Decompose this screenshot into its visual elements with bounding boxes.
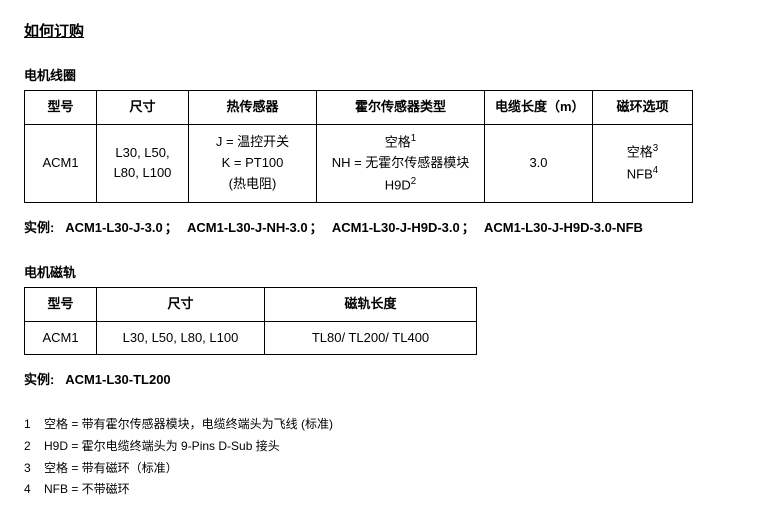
col-model: 型号	[25, 91, 97, 125]
example-item: ACM1-L30-J-NH-3.0	[187, 220, 308, 235]
col-track-length: 磁轨长度	[265, 287, 477, 321]
footnote-text: NFB = 不带磁环	[44, 479, 130, 501]
cell-size: L30, L50, L80, L100	[97, 124, 189, 202]
examples-label: 实例:	[24, 372, 54, 387]
footnote-number: 4	[24, 479, 44, 501]
cell-text: K = PT100	[199, 153, 306, 174]
section-motor-track: 电机磁轨 型号 尺寸 磁轨长度 ACM1 L30, L50, L80, L100…	[24, 262, 739, 389]
cell-text: 空格3	[603, 141, 682, 163]
example-item: ACM1-L30-J-H9D-3.0	[332, 220, 460, 235]
footnote-ref: 4	[653, 165, 658, 176]
cell-text: L30, L50,	[107, 143, 178, 164]
footnote-ref: 1	[411, 133, 416, 144]
footnote-item: 3 空格 = 带有磁环（标准）	[24, 458, 739, 480]
cell-text: L80, L100	[107, 163, 178, 184]
section-heading-track: 电机磁轨	[24, 262, 739, 281]
footnote-item: 4 NFB = 不带磁环	[24, 479, 739, 501]
col-model: 型号	[25, 287, 97, 321]
examples-label: 实例:	[24, 220, 54, 235]
footnote-ref: 2	[411, 176, 416, 187]
footnote-item: 2 H9D = 霍尔电缆终端头为 9-Pins D-Sub 接头	[24, 436, 739, 458]
footnote-number: 1	[24, 414, 44, 436]
separator: ；	[165, 220, 178, 235]
table-row: ACM1 L30, L50, L80, L100 TL80/ TL200/ TL…	[25, 321, 477, 355]
footnote-text: 空格 = 带有磁环（标准）	[44, 458, 178, 480]
col-ring-option: 磁环选项	[593, 91, 693, 125]
footnote-text: H9D = 霍尔电缆终端头为 9-Pins D-Sub 接头	[44, 436, 280, 458]
col-thermal: 热传感器	[189, 91, 317, 125]
cell-text: (热电阻)	[199, 174, 306, 195]
cell-thermal: J = 温控开关 K = PT100 (热电阻)	[189, 124, 317, 202]
col-size: 尺寸	[97, 287, 265, 321]
separator: ；	[462, 220, 475, 235]
cell-text-part: H9D	[385, 177, 411, 192]
col-hall: 霍尔传感器类型	[317, 91, 485, 125]
cell-hall: 空格1 NH = 无霍尔传感器模块 H9D2	[317, 124, 485, 202]
examples-list: ACM1-L30-J-3.0； ACM1-L30-J-NH-3.0； ACM1-…	[58, 220, 643, 235]
examples-track: 实例: ACM1-L30-TL200	[24, 369, 739, 388]
footnote-ref: 3	[653, 143, 658, 154]
cell-model: ACM1	[25, 321, 97, 355]
example-item: ACM1-L30-J-3.0	[65, 220, 163, 235]
col-cable-length: 电缆长度（m）	[485, 91, 593, 125]
footnote-text: 空格 = 带有霍尔传感器模块，电缆终端头为飞线 (标准)	[44, 414, 333, 436]
example-item: ACM1-L30-J-H9D-3.0-NFB	[484, 220, 643, 235]
cell-text-part: NFB	[627, 167, 653, 182]
examples-coil: 实例: ACM1-L30-J-3.0； ACM1-L30-J-NH-3.0； A…	[24, 217, 739, 236]
cell-text: NH = 无霍尔传感器模块	[327, 153, 474, 174]
cell-text: 空格1	[327, 131, 474, 153]
footnotes: 1 空格 = 带有霍尔传感器模块，电缆终端头为飞线 (标准) 2 H9D = 霍…	[24, 414, 739, 500]
motor-track-table: 型号 尺寸 磁轨长度 ACM1 L30, L50, L80, L100 TL80…	[24, 287, 477, 356]
footnote-number: 2	[24, 436, 44, 458]
cell-text: J = 温控开关	[199, 132, 306, 153]
cell-cable: 3.0	[485, 124, 593, 202]
section-heading-coil: 电机线圈	[24, 65, 739, 84]
page-title: 如何订购	[24, 20, 739, 41]
footnote-item: 1 空格 = 带有霍尔传感器模块，电缆终端头为飞线 (标准)	[24, 414, 739, 436]
col-size: 尺寸	[97, 91, 189, 125]
section-motor-coil: 电机线圈 型号 尺寸 热传感器 霍尔传感器类型 电缆长度（m） 磁环选项 ACM…	[24, 65, 739, 236]
cell-size: L30, L50, L80, L100	[97, 321, 265, 355]
cell-ring: 空格3 NFB4	[593, 124, 693, 202]
footnote-number: 3	[24, 458, 44, 480]
cell-length: TL80/ TL200/ TL400	[265, 321, 477, 355]
table-row: ACM1 L30, L50, L80, L100 J = 温控开关 K = PT…	[25, 124, 693, 202]
cell-text: H9D2	[327, 174, 474, 196]
example-item: ACM1-L30-TL200	[65, 372, 170, 387]
cell-model: ACM1	[25, 124, 97, 202]
table-header-row: 型号 尺寸 热传感器 霍尔传感器类型 电缆长度（m） 磁环选项	[25, 91, 693, 125]
cell-text-part: 空格	[627, 145, 653, 160]
table-header-row: 型号 尺寸 磁轨长度	[25, 287, 477, 321]
cell-text: NFB4	[603, 163, 682, 185]
separator: ；	[310, 220, 323, 235]
cell-text-part: 空格	[385, 134, 411, 149]
motor-coil-table: 型号 尺寸 热传感器 霍尔传感器类型 电缆长度（m） 磁环选项 ACM1 L30…	[24, 90, 693, 203]
